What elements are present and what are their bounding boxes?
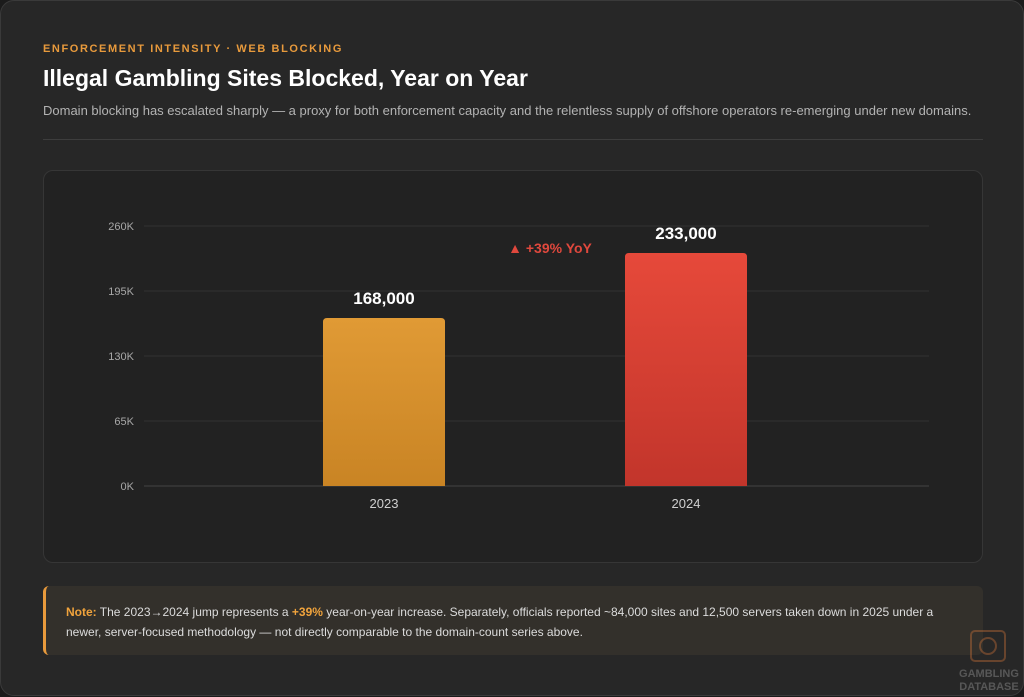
y-tick-label: 65K <box>114 416 134 428</box>
bar-chart: 0K 65K 130K 195K 260K 168,000 2023 233,000 2024 ▲… <box>108 221 929 511</box>
x-tick-label: 2024 <box>672 496 701 511</box>
watermark-line2: DATABASE <box>959 681 1018 693</box>
bar-2024 <box>625 253 747 486</box>
yoy-annotation: ▲ +39% YoY <box>508 240 592 256</box>
watermark-line1: GAMBLING <box>959 668 1019 680</box>
divider <box>43 139 983 140</box>
note-lead: Note: <box>66 605 97 619</box>
x-tick-label: 2023 <box>370 496 399 511</box>
y-tick-label: 0K <box>121 481 135 493</box>
note-text-before: The 2023→2024 jump represents a <box>96 605 292 619</box>
y-tick-label: 130K <box>108 351 134 363</box>
y-tick-label: 195K <box>108 286 134 298</box>
y-tick-label: 260K <box>108 221 134 233</box>
gambling-database-logo: GAMBLING DATABASE <box>959 630 1019 693</box>
data-label: 233,000 <box>655 224 716 243</box>
page-subtitle: Domain blocking has escalated sharply — … <box>43 103 972 118</box>
eyebrow-label: ENFORCEMENT INTENSITY · WEB BLOCKING <box>43 43 344 55</box>
bar-2023 <box>323 318 445 486</box>
note-highlight: +39% <box>291 605 323 619</box>
data-label: 168,000 <box>353 289 414 308</box>
note-text-after: year-on-year increase. Separately, offic… <box>66 605 934 639</box>
chart-panel: 0K 65K 130K 195K 260K 168,000 2023 233,000 2024 ▲… <box>43 170 983 563</box>
page-title: Illegal Gambling Sites Blocked, Year on … <box>43 65 528 91</box>
note-box: Note: The 2023→2024 jump represents a +3… <box>43 586 983 655</box>
